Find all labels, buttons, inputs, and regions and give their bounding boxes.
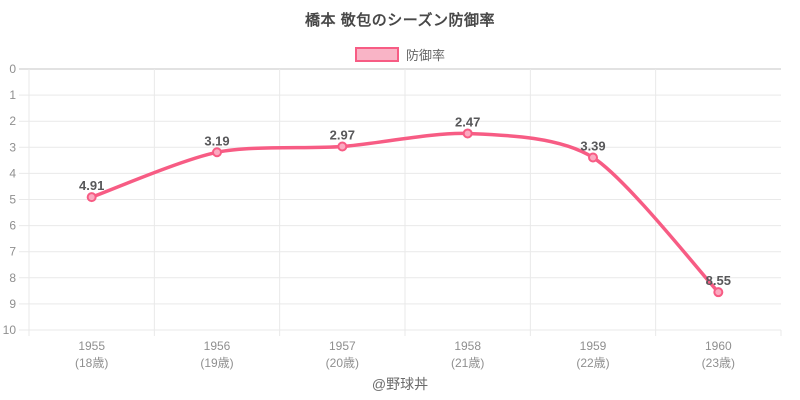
x-tick-label-year: 1959 [580,339,607,353]
x-tick-label-year: 1957 [329,339,356,353]
chart-title: 橋本 敬包のシーズン防御率 [305,12,495,29]
x-tick-label-age: (18歳) [75,356,108,370]
y-tick-label: 7 [9,245,16,259]
y-tick-label: 1 [9,88,16,102]
x-tick-label-year: 1956 [204,339,231,353]
legend-item-era[interactable]: 防御率 [354,45,445,64]
legend-label: 防御率 [405,48,445,63]
data-point-label: 8.55 [706,273,731,288]
y-tick-label: 5 [9,193,16,207]
x-tick-label-age: (23歳) [702,356,735,370]
x-tick-label-age: (20歳) [326,356,359,370]
x-tick-label-year: 1958 [454,339,481,353]
data-point-label: 3.19 [204,133,229,148]
x-tick-label-age: (19歳) [200,356,233,370]
data-point-label: 4.91 [79,178,104,193]
legend-swatch [354,47,399,62]
y-tick-label: 6 [9,219,16,233]
data-point-label: 2.97 [330,128,355,143]
y-tick-label: 10 [3,323,17,337]
y-tick-label: 4 [9,166,16,180]
data-point[interactable] [713,287,724,298]
y-tick-label: 9 [9,297,16,311]
legend: 防御率 [0,45,800,64]
era-series-line [89,131,721,294]
data-point-label: 2.47 [455,114,480,129]
data-point[interactable] [212,147,222,158]
x-tick-label-year: 1955 [78,339,105,353]
y-tick-label: 8 [9,271,16,285]
data-point[interactable] [588,152,598,163]
data-point-label: 3.39 [580,138,605,153]
y-tick-label: 0 [9,62,16,76]
y-tick-label: 3 [9,140,16,154]
x-tick-label-age: (22歳) [576,356,609,370]
credit-text: @野球丼 [371,376,429,392]
x-tick-label-age: (21歳) [451,356,484,370]
x-tick-label-year: 1960 [705,339,732,353]
data-point[interactable] [337,141,348,152]
y-tick-label: 2 [9,114,16,128]
data-point[interactable] [462,128,473,139]
data-point[interactable] [86,192,97,203]
